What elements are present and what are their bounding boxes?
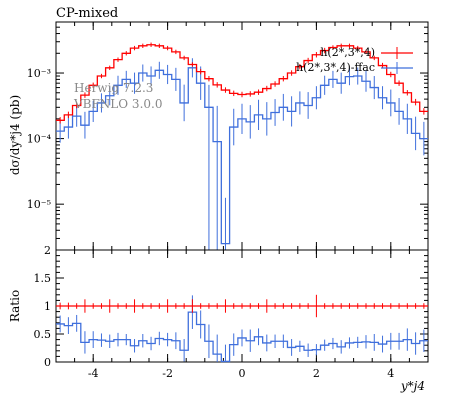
ratio-panel: 0 0.5 1 1.5 2: [34, 244, 429, 369]
ratio-tick-label: 0: [44, 356, 51, 369]
y-tick-label: 10⁻³: [27, 67, 51, 80]
ratio-tick-label: 0.5: [34, 328, 52, 341]
y-tick-label: 10⁻⁴: [27, 133, 52, 146]
y-axis-label: dσ/dy*j4 (pb): [8, 95, 22, 175]
ratio-series: [56, 294, 428, 363]
generator-label-2: VBFNLO 3.0.0: [73, 97, 162, 111]
legend: h(2*,3*,4) h(2*,3*,4)-ffac: [296, 46, 413, 74]
ratio-tick-label: 1: [44, 300, 51, 313]
x-tick-label: -2: [162, 367, 173, 380]
x-tick-label: 4: [387, 367, 394, 380]
x-tick-label: 2: [313, 367, 320, 380]
generator-label-1: Herwig 7.2.3: [74, 81, 153, 95]
x-tick-labels: -4 -2 0 2 4: [88, 367, 394, 380]
x-tick-label: 0: [239, 367, 246, 380]
main-axis-ticks: 10⁻⁵ 10⁻⁴ 10⁻³: [27, 21, 429, 251]
ratio-axis-ticks: 0 0.5 1 1.5 2: [34, 244, 429, 369]
ratio-tick-label: 1.5: [34, 272, 52, 285]
legend-label-h234-ffac: h(2*,3*,4)-ffac: [296, 61, 375, 74]
x-tick-label: -4: [88, 367, 99, 380]
h234-histogram-line: [56, 44, 428, 121]
x-axis-label: y*j4: [400, 379, 425, 393]
main-panel: 10⁻⁵ 10⁻⁴ 10⁻³: [27, 21, 429, 251]
main-series: [56, 42, 428, 250]
legend-mark-h234-ffac: [381, 62, 413, 74]
legend-mark-h234: [381, 47, 413, 59]
ratio-ffac-histogram-line: [56, 311, 428, 363]
legend-label-h234: h(2*,3*,4): [320, 46, 375, 59]
ratio-tick-label: 2: [44, 244, 51, 257]
y-tick-label: 10⁻⁵: [27, 198, 51, 211]
chart-title: CP-mixed: [56, 6, 118, 21]
ratio-axis-label: Ratio: [8, 290, 22, 322]
